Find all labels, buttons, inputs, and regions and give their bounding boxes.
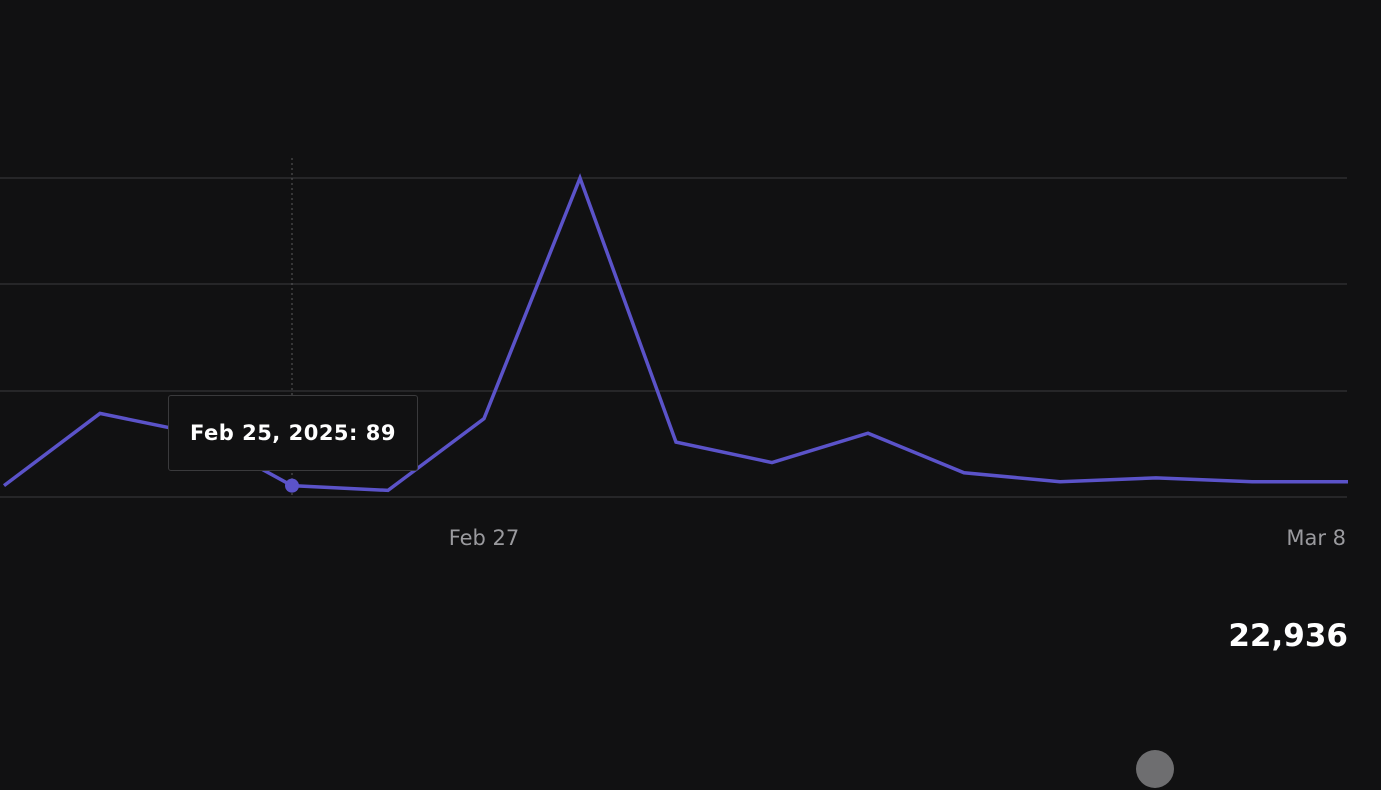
x-tick-label: Mar 8 (1286, 526, 1346, 550)
chart-tooltip: Feb 25, 2025: 89 (168, 395, 418, 471)
total-count: 22,936 (1228, 618, 1348, 654)
x-tick-label: Feb 27 (449, 526, 520, 550)
data-points (285, 478, 299, 493)
x-axis-ticks: Feb 27 Mar 8 (449, 526, 1346, 550)
gridlines (0, 177, 1347, 498)
scroll-handle[interactable] (1136, 750, 1174, 788)
highlighted-point (285, 478, 299, 493)
